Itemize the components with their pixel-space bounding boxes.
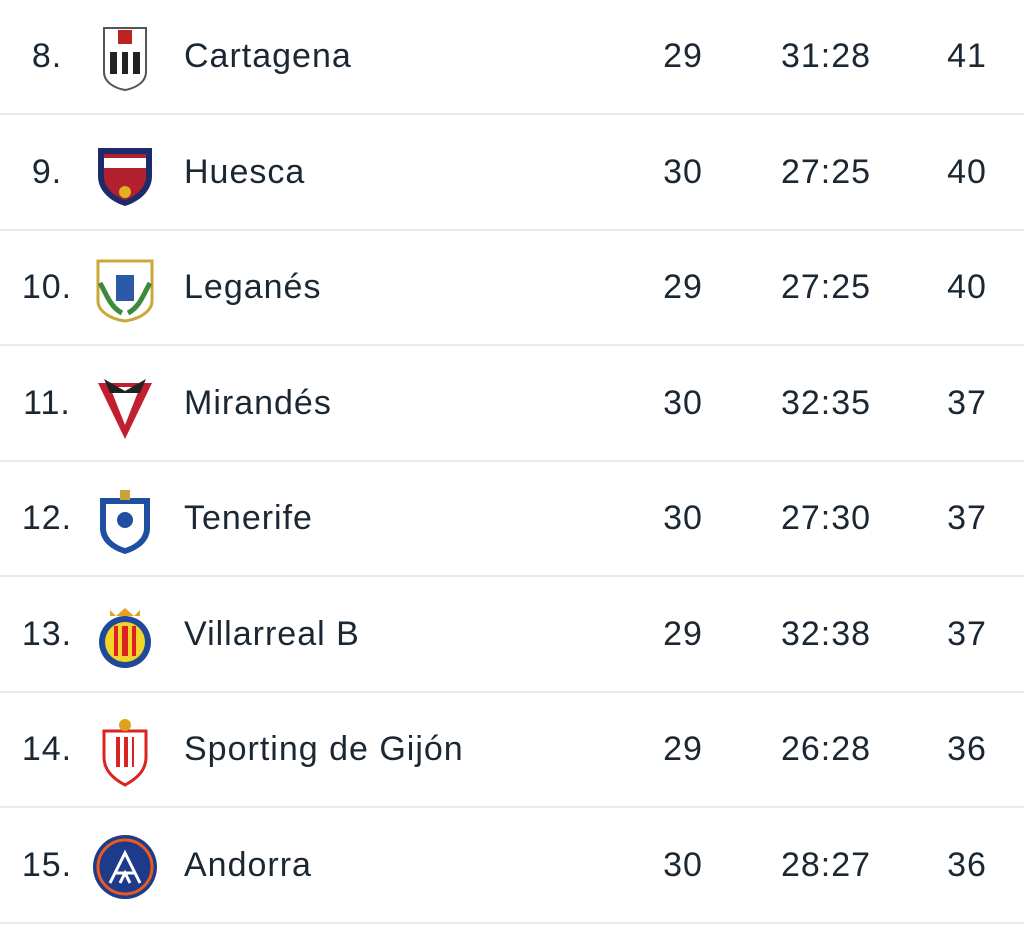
- played: 30: [663, 383, 703, 422]
- goals: 28:27: [780, 845, 872, 884]
- team-crest: [98, 147, 152, 206]
- table-row[interactable]: 8. Cartagena 29 31:28 41: [0, 0, 1024, 115]
- team-crest: [102, 719, 148, 787]
- team: Leganés: [184, 268, 322, 306]
- team: Villarreal B: [184, 614, 360, 653]
- points: 36: [947, 845, 987, 884]
- team-crest: [100, 490, 150, 554]
- played: 29: [663, 268, 703, 306]
- table-row[interactable]: 12. Tenerife 30 27:30 37: [0, 462, 1024, 577]
- played: 30: [663, 845, 703, 884]
- team-crest: [103, 27, 147, 92]
- played: 29: [663, 614, 703, 653]
- goals: 27:25: [780, 152, 872, 191]
- played: 29: [663, 730, 703, 768]
- goals: 27:30: [780, 499, 872, 537]
- team: Huesca: [184, 152, 306, 191]
- rank: 13.: [21, 614, 73, 653]
- table-row[interactable]: 14. Sporting de Gijón 29 26:28 36: [0, 693, 1024, 808]
- played: 30: [663, 152, 703, 191]
- played: 29: [663, 37, 703, 75]
- rank: 15.: [21, 845, 73, 884]
- team: Tenerife: [184, 499, 313, 537]
- rank: 11.: [23, 383, 71, 422]
- rank: 12.: [21, 499, 73, 537]
- table-row[interactable]: 11. Mirandés 30 32:35 37: [0, 347, 1024, 462]
- table-row[interactable]: 10. Leganés 29 27:25 40: [0, 231, 1024, 346]
- team-crest: [98, 378, 152, 439]
- goals: 31:28: [780, 37, 872, 75]
- team: Andorra: [184, 845, 312, 884]
- goals: 27:25: [780, 268, 872, 306]
- team: Sporting de Gijón: [184, 730, 464, 768]
- team-crest: [96, 259, 154, 323]
- points: 37: [947, 383, 987, 422]
- team: Mirandés: [184, 383, 332, 422]
- team-crest: [93, 834, 157, 899]
- rank: 9.: [31, 152, 63, 191]
- table-row[interactable]: 15. Andorra 30 28:27 36: [0, 809, 1024, 924]
- points: 37: [947, 499, 987, 537]
- points: 36: [947, 730, 987, 768]
- goals: 26:28: [780, 730, 872, 768]
- points: 40: [947, 268, 987, 306]
- played: 30: [663, 499, 703, 537]
- goals: 32:35: [780, 383, 872, 422]
- points: 40: [947, 152, 987, 191]
- points: 37: [947, 614, 987, 653]
- table-row[interactable]: 9. Huesca 30 27:25 40: [0, 116, 1024, 231]
- table-row[interactable]: 13. Villarreal B 29 32:38 37: [0, 578, 1024, 693]
- team: Cartagena: [184, 37, 352, 75]
- rank: 8.: [31, 37, 63, 75]
- team-crest: [99, 607, 151, 668]
- goals: 32:38: [780, 614, 872, 653]
- rank: 14.: [21, 730, 73, 768]
- points: 41: [947, 37, 987, 75]
- rank: 10.: [21, 268, 73, 306]
